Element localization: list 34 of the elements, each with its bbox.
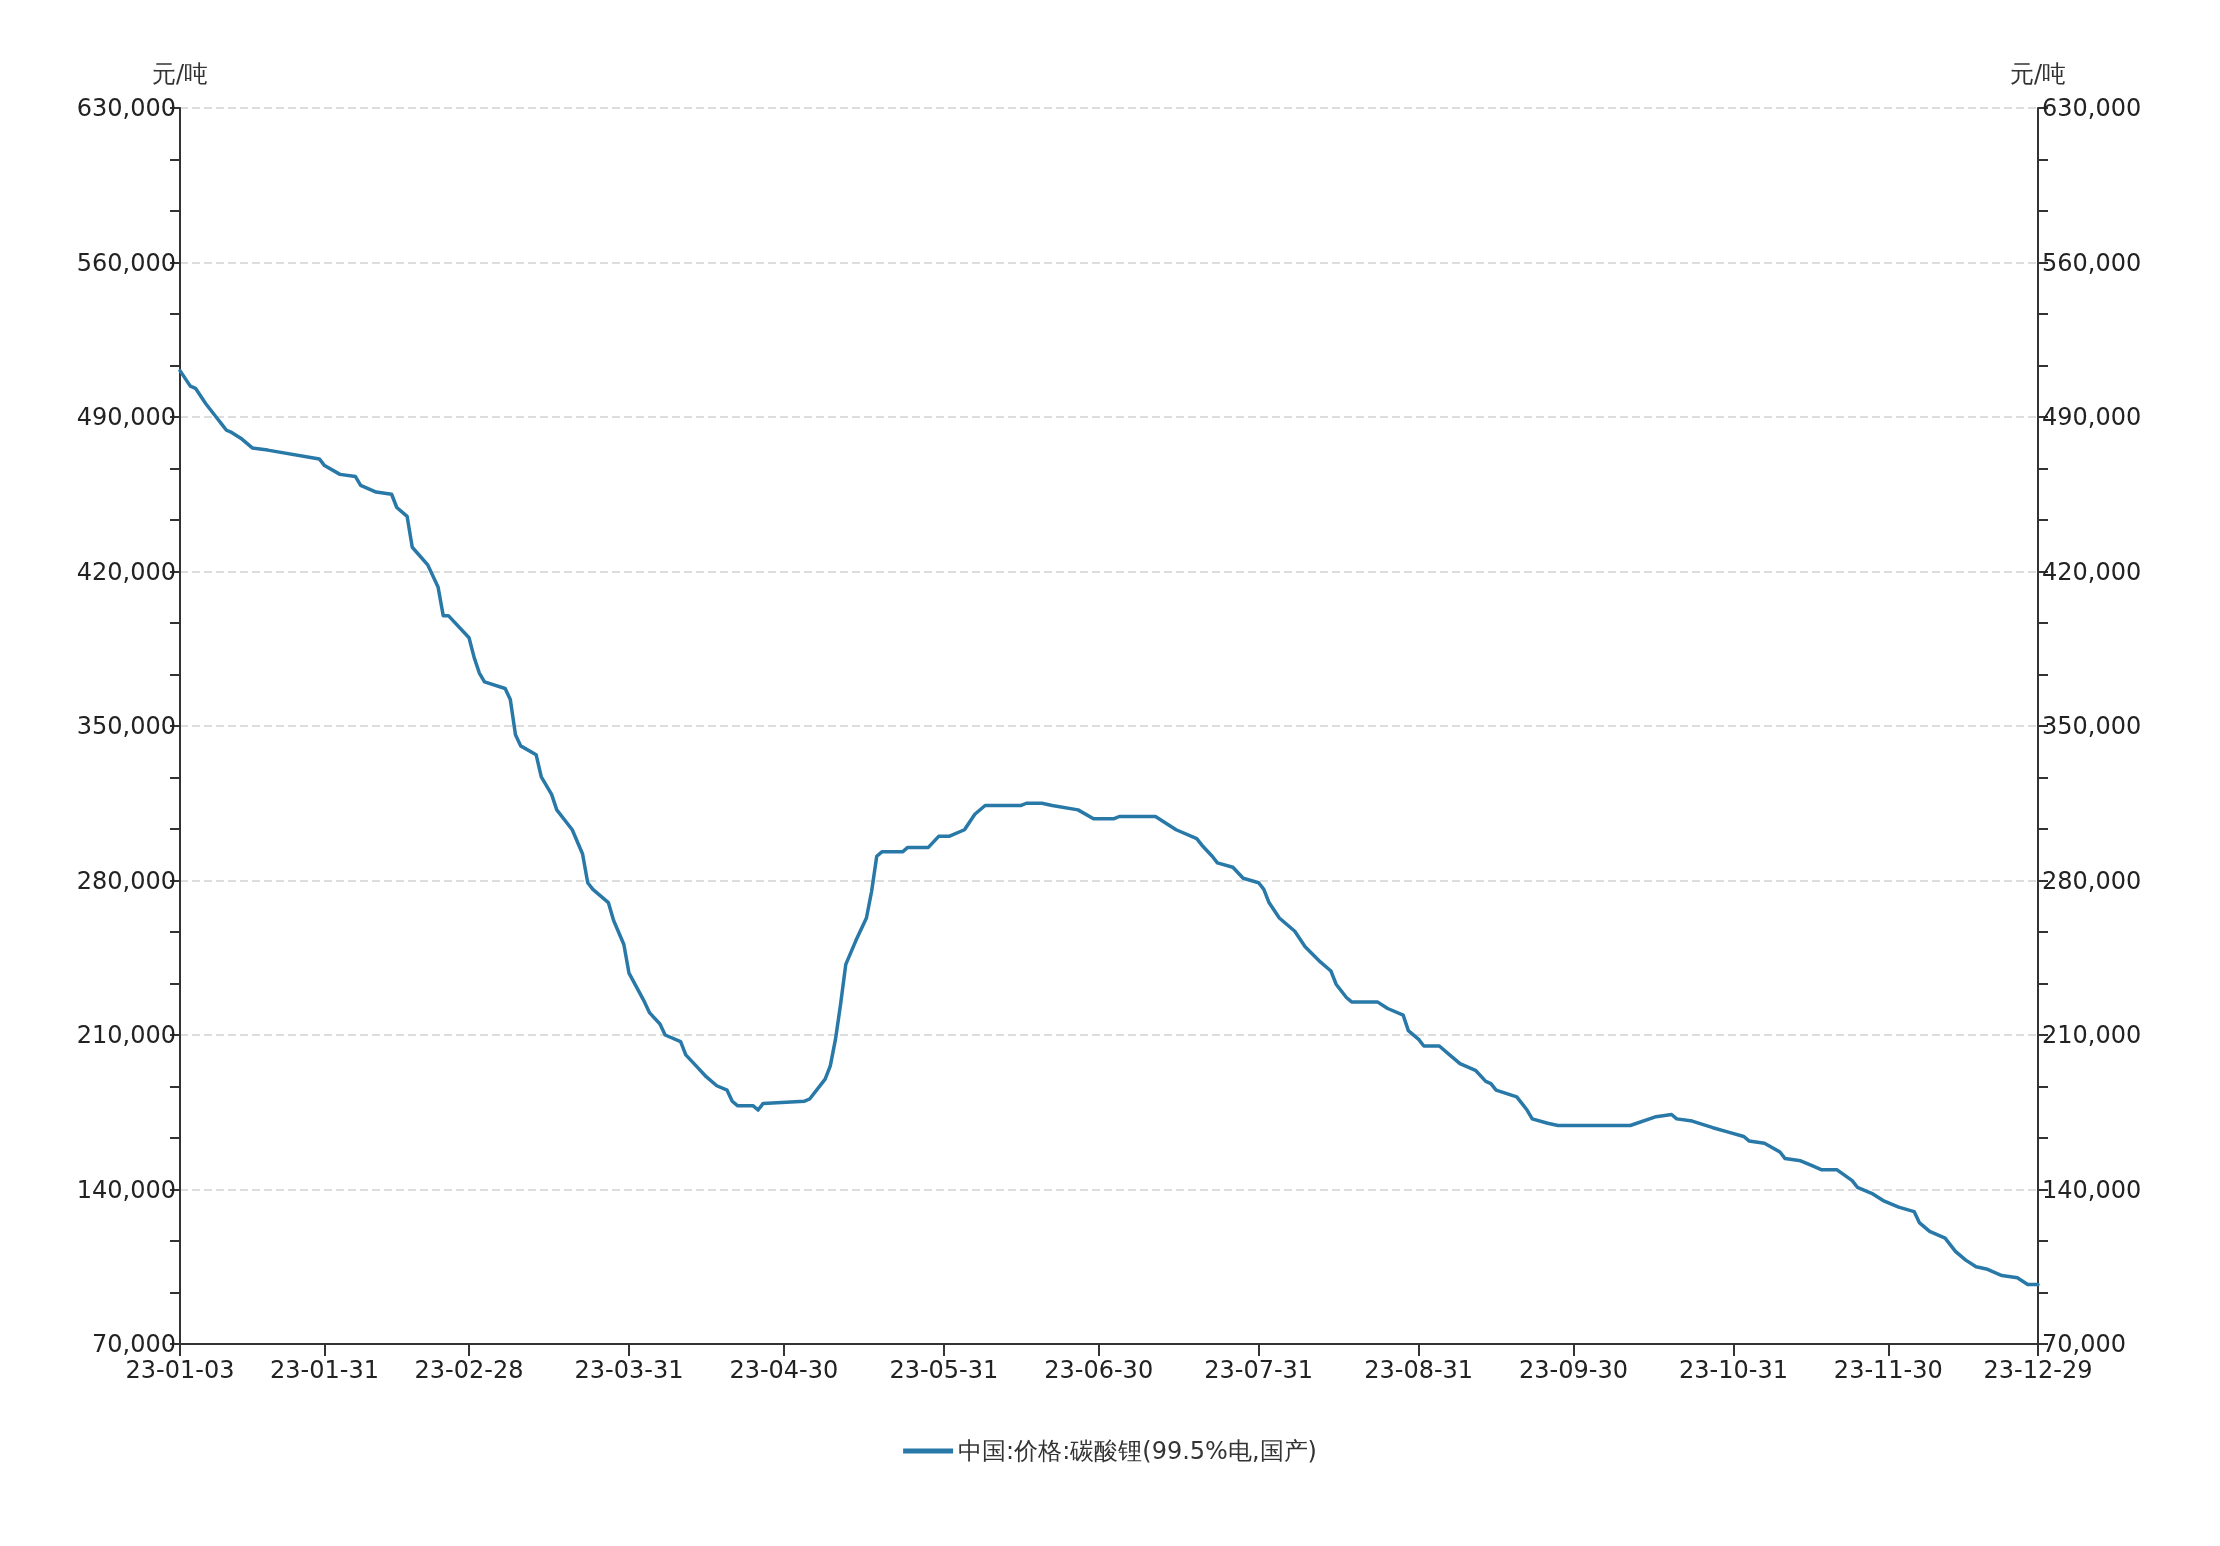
y2-tick-label: 630,000 [2042,94,2142,122]
y2-tick-label: 490,000 [2042,403,2142,431]
x-tick-label: 23-12-29 [1983,1356,2093,1384]
y-axis-title: 元/吨 [151,60,209,88]
x-tick-label: 23-07-31 [1204,1356,1314,1384]
y-tick-label: 420,000 [76,557,176,586]
x-tick-label: 23-08-31 [1364,1356,1474,1384]
y2-tick-label: 70,000 [2042,1330,2126,1358]
x-tick-label: 23-02-28 [414,1356,524,1384]
x-tick-label: 23-01-31 [270,1356,379,1384]
x-tick-label: 23-05-31 [889,1356,999,1384]
x-tick-label: 23-04-30 [729,1356,839,1384]
legend-label: 中国:价格:碳酸锂(99.5%电,国产) [958,1437,1317,1465]
y2-tick-label: 560,000 [2042,248,2142,277]
x-tick-label: 23-09-30 [1519,1356,1628,1384]
y-tick-label: 560,000 [76,248,176,277]
y2-tick-label: 420,000 [2042,557,2142,586]
y2-tick-label: 280,000 [2042,866,2142,895]
y2-tick-label: 350,000 [2042,712,2142,740]
x-tick-label: 23-10-31 [1679,1356,1788,1384]
x-tick-label: 23-03-31 [574,1356,684,1384]
y-tick-label: 140,000 [76,1175,176,1204]
y-tick-label: 490,000 [76,403,176,431]
y-tick-label: 350,000 [76,712,176,740]
y-tick-label: 630,000 [76,94,176,122]
y2-axis-title: 元/吨 [2009,60,2067,88]
x-tick-label: 23-01-03 [125,1356,235,1384]
y2-tick-label: 210,000 [2042,1021,2142,1049]
y2-tick-label: 140,000 [2042,1175,2142,1204]
y-tick-label: 280,000 [76,866,176,895]
y-tick-label: 70,000 [92,1330,176,1358]
x-tick-label: 23-06-30 [1044,1356,1154,1384]
x-tick-label: 23-11-30 [1833,1356,1943,1384]
y-tick-label: 210,000 [76,1021,176,1049]
